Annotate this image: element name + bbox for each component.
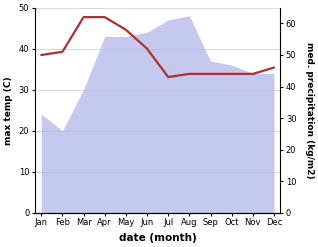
X-axis label: date (month): date (month) xyxy=(119,233,197,243)
Y-axis label: max temp (C): max temp (C) xyxy=(4,76,13,144)
Y-axis label: med. precipitation (kg/m2): med. precipitation (kg/m2) xyxy=(305,42,314,179)
